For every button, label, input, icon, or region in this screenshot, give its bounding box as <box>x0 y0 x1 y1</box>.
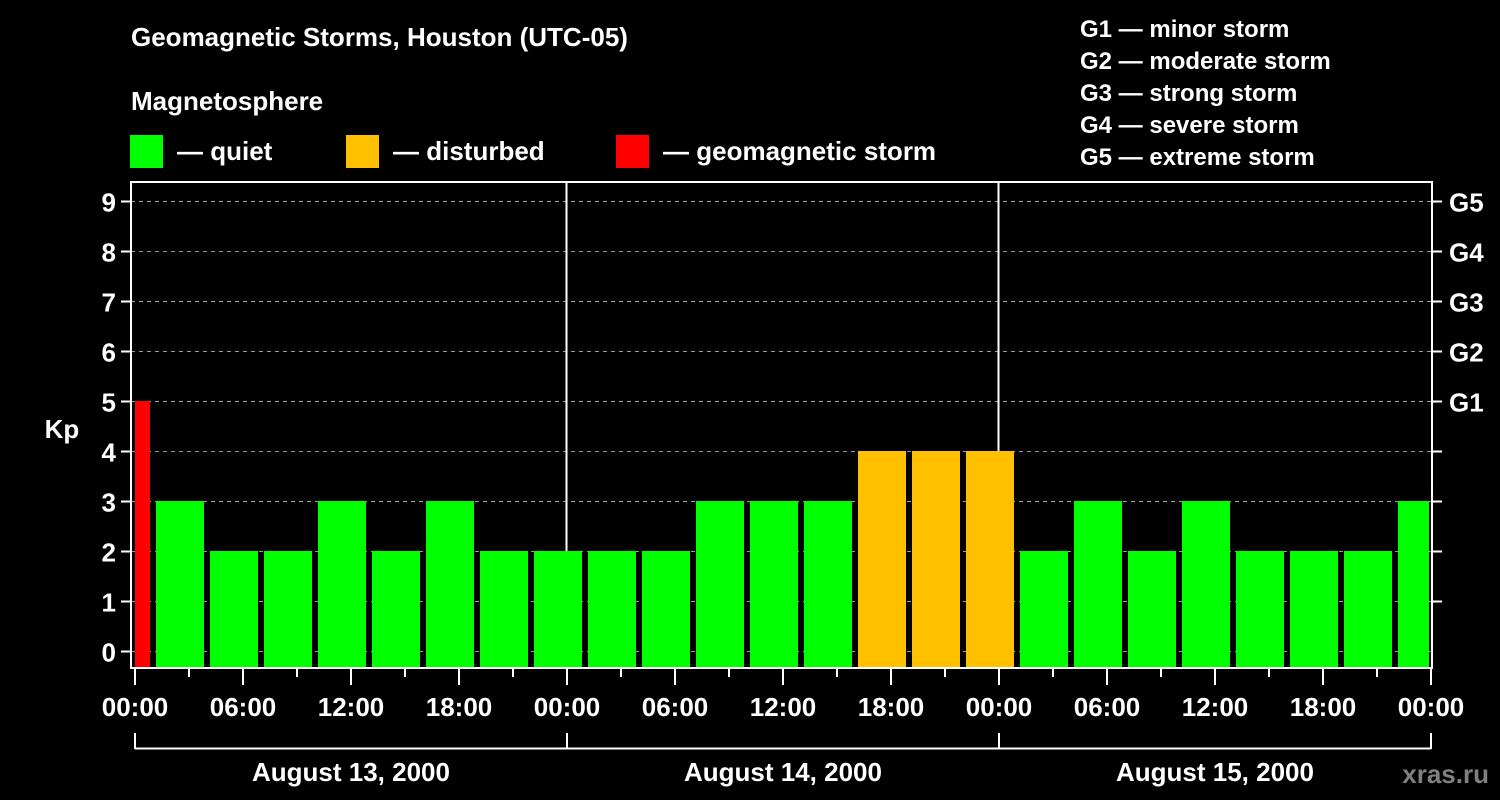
y-tick-label: 2 <box>102 538 116 568</box>
kp-bar-disturbed <box>966 451 1014 667</box>
g-scale-g5: G5 — extreme storm <box>1080 144 1315 171</box>
watermark: xras.ru <box>1402 759 1489 789</box>
g-level-label: G1 <box>1449 388 1484 418</box>
g-level-label: G3 <box>1449 288 1484 318</box>
g-scale-legend: G1 — minor storm G2 — moderate storm G3 … <box>1080 14 1331 174</box>
x-tick-label: 18:00 <box>858 692 925 722</box>
g-level-label: G5 <box>1449 188 1484 218</box>
kp-bar-quiet <box>642 551 690 667</box>
legend-label-quiet: — quiet <box>177 135 273 166</box>
day-label: August 13, 2000 <box>252 757 450 787</box>
y-tick-label: 7 <box>102 288 116 318</box>
y-tick-label: 1 <box>102 588 116 618</box>
kp-bar-quiet <box>1182 501 1230 667</box>
x-tick-label: 06:00 <box>642 692 709 722</box>
kp-bar-quiet <box>318 501 366 667</box>
kp-bar-quiet <box>804 501 852 667</box>
y-tick-label: 6 <box>102 338 116 368</box>
x-tick-label: 12:00 <box>318 692 385 722</box>
legend-item-disturbed: — disturbed <box>346 134 545 168</box>
y-tick-label: 3 <box>102 488 116 518</box>
g-scale-g3: G3 — strong storm <box>1080 80 1298 107</box>
kp-bar-quiet <box>1128 551 1176 667</box>
x-tick-label: 18:00 <box>426 692 493 722</box>
x-tick-label: 00:00 <box>534 692 601 722</box>
x-tick-label: 06:00 <box>1074 692 1141 722</box>
g-scale-g4: G4 — severe storm <box>1080 112 1299 139</box>
kp-bar-storm <box>135 401 150 667</box>
x-tick-label: 12:00 <box>1182 692 1249 722</box>
axes: 0 1 2 3 4 5 6 7 8 9 G1 G2 G3 G4 G5 00:00 06:00 12:00 18:00… <box>102 181 1484 787</box>
kp-bar-quiet <box>588 551 636 667</box>
storm-swatch <box>616 134 649 168</box>
kp-bar-quiet <box>426 501 474 667</box>
g-level-label: G4 <box>1449 238 1484 268</box>
kp-bar-quiet <box>1398 501 1429 667</box>
kp-bar-quiet <box>1074 501 1122 667</box>
kp-bar-quiet <box>1020 551 1068 667</box>
kp-bar-quiet <box>372 551 420 667</box>
x-tick-label: 00:00 <box>102 692 169 722</box>
kp-bar-disturbed <box>912 451 960 667</box>
x-tick-label: 00:00 <box>1398 692 1465 722</box>
y-tick-label: 9 <box>102 188 116 218</box>
kp-bar-quiet <box>750 501 798 667</box>
kp-bar-quiet <box>696 501 744 667</box>
kp-bar-disturbed <box>858 451 906 667</box>
g-scale-g1: G1 — minor storm <box>1080 16 1290 43</box>
kp-bar-quiet <box>534 551 582 667</box>
day-label: August 15, 2000 <box>1116 757 1314 787</box>
quiet-swatch <box>130 134 163 168</box>
chart-title: Geomagnetic Storms, Houston (UTC-05) <box>131 22 628 52</box>
kp-bar-quiet <box>156 501 204 667</box>
disturbed-swatch <box>346 134 379 168</box>
legend-label-disturbed: — disturbed <box>393 135 545 166</box>
day-label: August 14, 2000 <box>684 757 882 787</box>
x-tick-label: 18:00 <box>1290 692 1357 722</box>
bar-group <box>135 401 1429 667</box>
kp-bar-quiet <box>1344 551 1392 667</box>
legend-heading: Magnetosphere <box>131 86 324 116</box>
legend-item-quiet: — quiet <box>130 134 272 168</box>
y-tick-label: 4 <box>102 438 117 468</box>
kp-bar-quiet <box>1290 551 1338 667</box>
g-level-label: G2 <box>1449 338 1484 368</box>
kp-bar-quiet <box>1236 551 1284 667</box>
y-axis-label: Kp <box>45 414 80 444</box>
bars <box>135 401 1429 667</box>
x-tick-label: 06:00 <box>210 692 277 722</box>
x-tick-label: 12:00 <box>750 692 817 722</box>
g-scale-g2: G2 — moderate storm <box>1080 48 1331 75</box>
legend-item-storm: — geomagnetic storm <box>616 134 936 168</box>
kp-bar-quiet <box>210 551 258 667</box>
legend-label-storm: — geomagnetic storm <box>663 135 937 166</box>
kp-bar-quiet <box>264 551 312 667</box>
x-tick-label: 00:00 <box>966 692 1033 722</box>
plot-frame <box>130 181 1433 669</box>
y-tick-label: 5 <box>102 388 116 418</box>
kp-bar-quiet <box>480 551 528 667</box>
y-tick-label: 0 <box>102 638 116 668</box>
y-tick-label: 8 <box>102 238 116 268</box>
